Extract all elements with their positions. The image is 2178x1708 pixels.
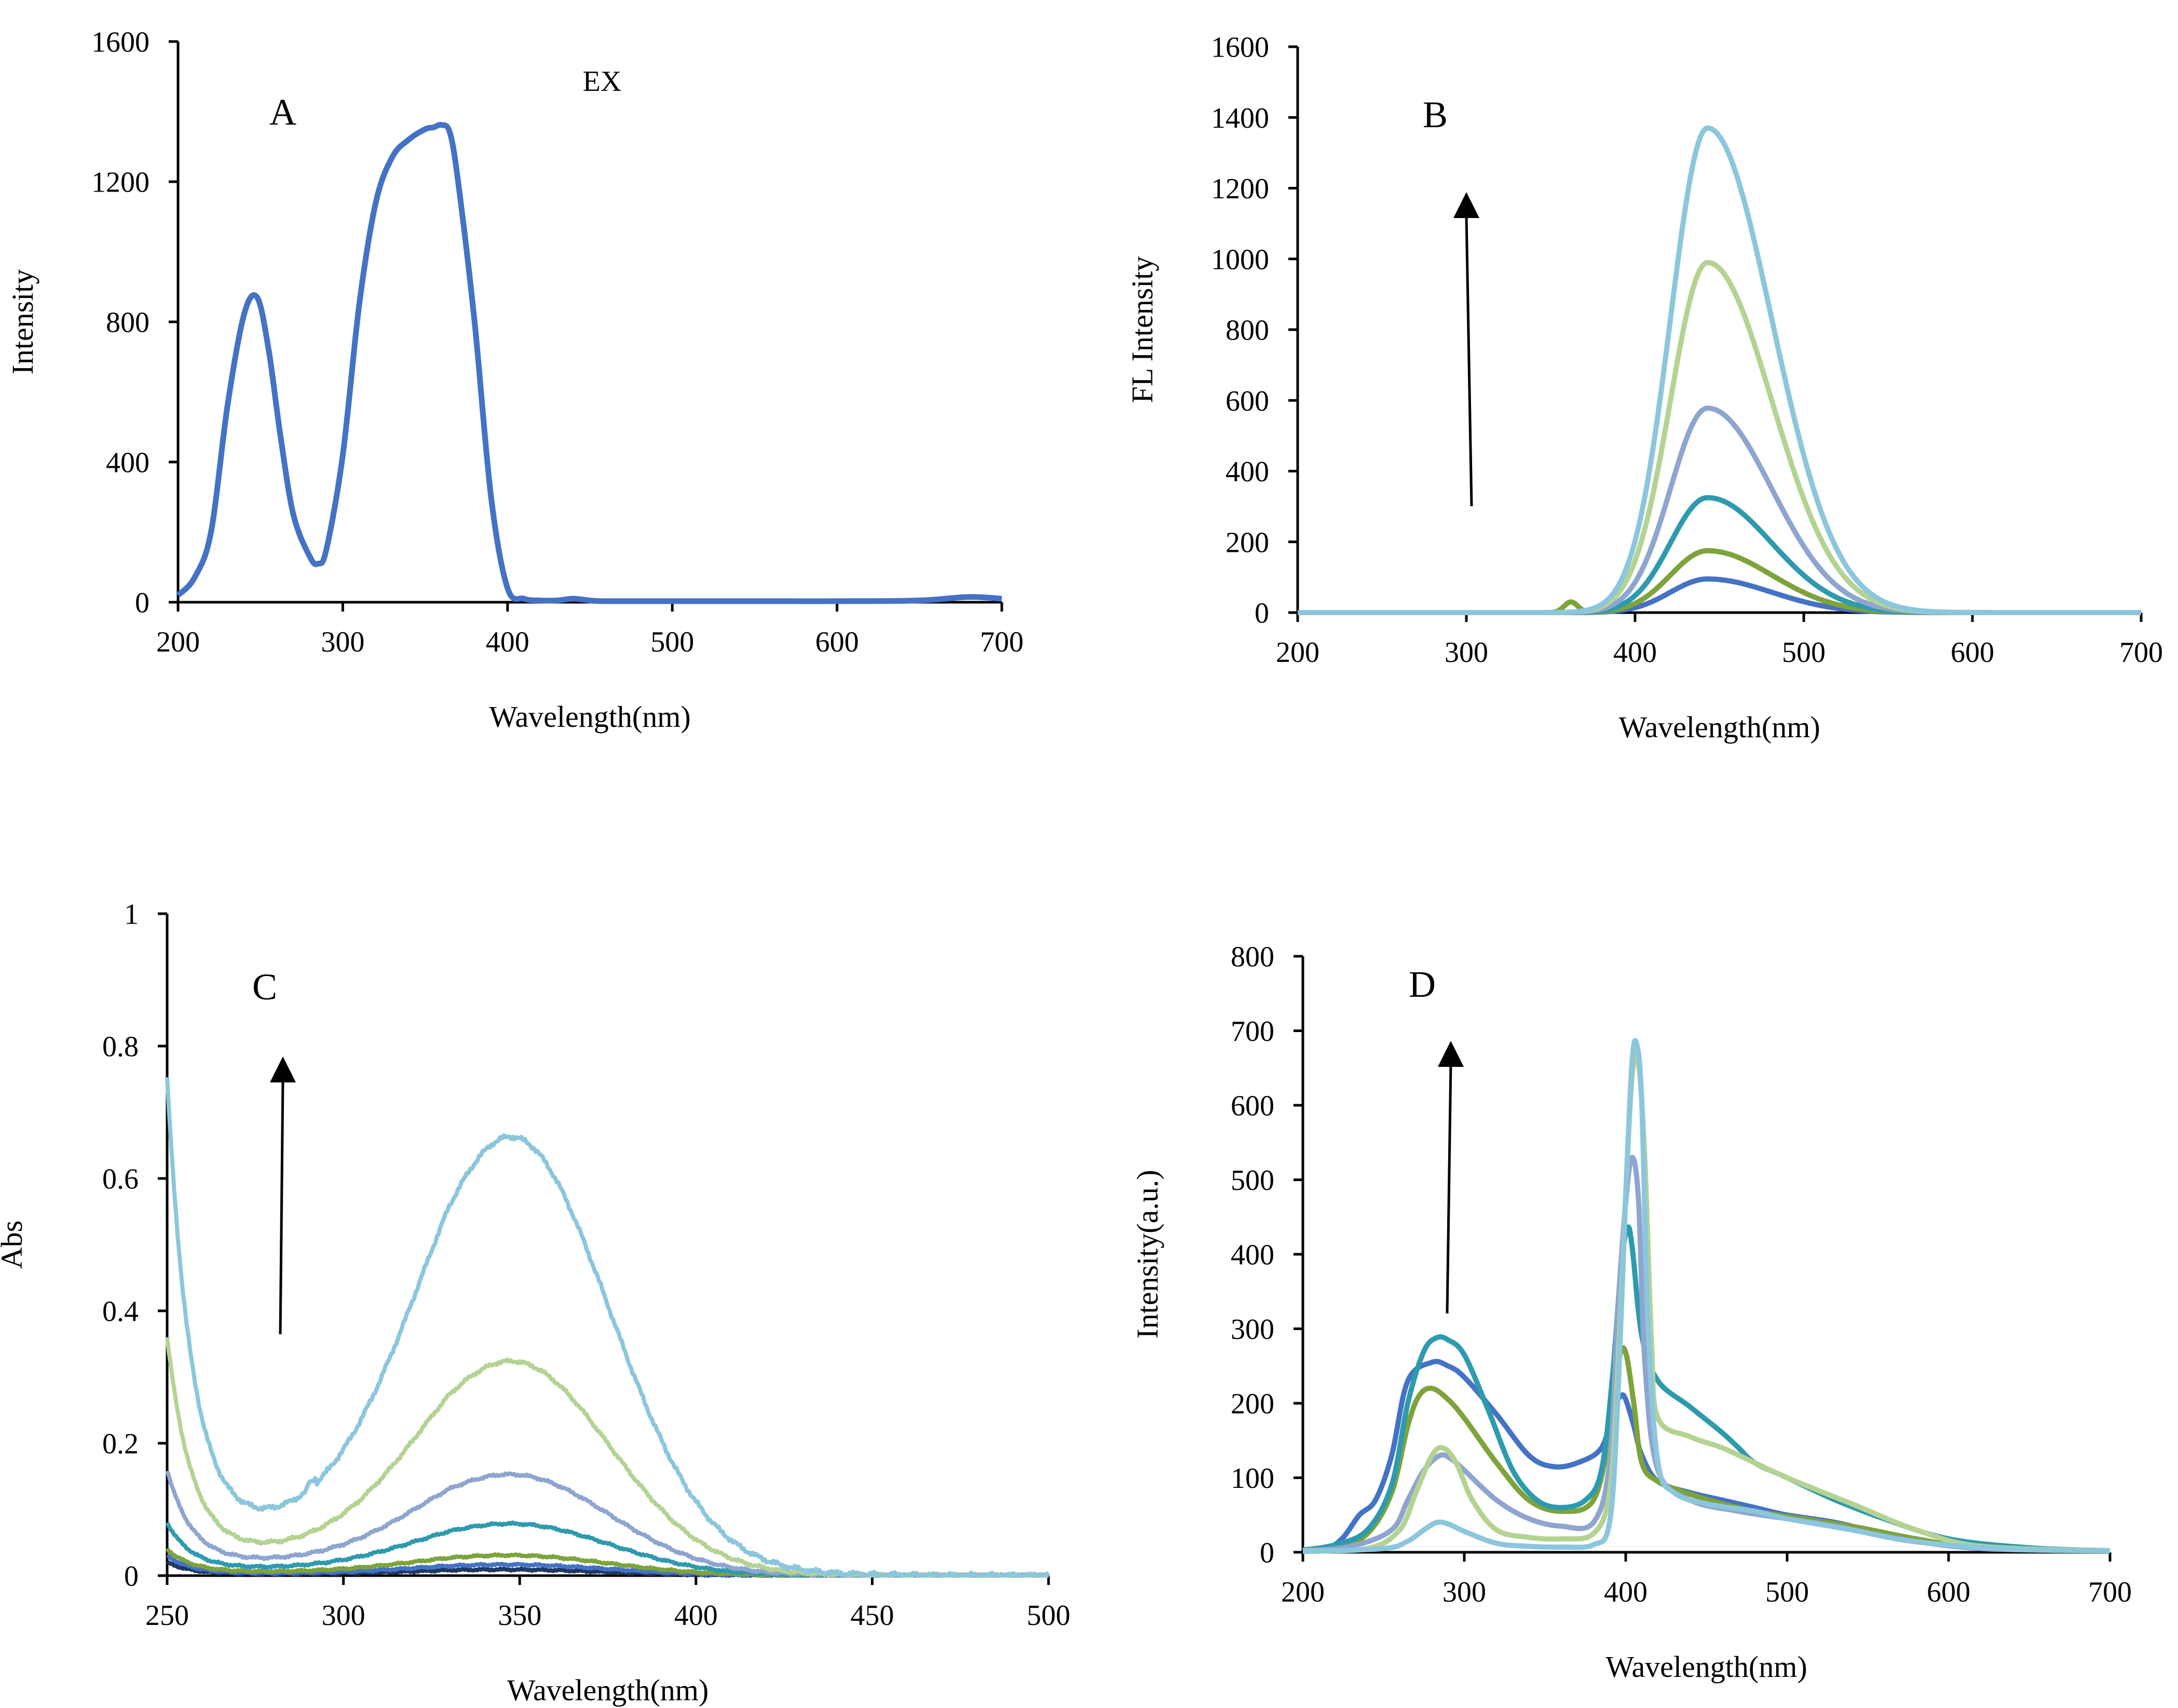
x-tick-label: 200 [1276, 636, 1319, 669]
x-tick-label: 500 [1782, 636, 1826, 669]
y-tick-label: 800 [106, 307, 149, 339]
x-tick-label: 300 [321, 626, 364, 658]
y-tick-label: 300 [1231, 1313, 1274, 1346]
panel-label: B [1423, 94, 1448, 135]
x-tick-label: 350 [498, 1599, 541, 1632]
x-tick-label: 500 [1765, 1576, 1809, 1608]
y-tick-label: 500 [1231, 1164, 1274, 1197]
annotation-text: EX [583, 65, 622, 98]
series-line-6 [165, 1337, 1049, 1578]
y-tick-label: 400 [106, 447, 149, 479]
y-tick-label: 0 [124, 1561, 139, 1593]
x-axis-title: Wavelength(nm) [489, 700, 690, 734]
series-line-3 [1298, 495, 2141, 615]
x-tick-label: 500 [650, 626, 694, 658]
x-tick-label: 250 [145, 1599, 189, 1632]
x-tick-label: 700 [980, 626, 1024, 658]
x-tick-label: 400 [674, 1599, 718, 1632]
x-tick-label: 500 [1027, 1599, 1070, 1632]
y-tick-label: 1400 [1211, 102, 1269, 134]
y-tick-label: 600 [1226, 385, 1269, 417]
y-tick-label: 1200 [91, 167, 149, 199]
series-line-5 [1298, 260, 2141, 615]
y-axis-title: Intensity [6, 269, 39, 375]
x-tick-label: 450 [850, 1599, 894, 1632]
x-tick-label: 400 [486, 626, 529, 658]
x-tick-label: 300 [322, 1599, 365, 1632]
y-tick-label: 800 [1231, 941, 1274, 973]
series-line-ex [176, 121, 1002, 604]
y-tick-label: 0 [1260, 1537, 1274, 1569]
x-tick-label: 600 [1951, 636, 1994, 669]
x-tick-label: 700 [2088, 1576, 2132, 1608]
y-axis-title: FL Intensity [1125, 256, 1159, 403]
arrow-shaft [1465, 215, 1473, 507]
y-tick-label: 400 [1226, 456, 1269, 488]
panel-label: A [269, 91, 296, 133]
x-tick-label: 700 [2119, 636, 2163, 669]
y-tick-label: 700 [1231, 1015, 1274, 1048]
panel-label: D [1409, 964, 1436, 1005]
y-tick-label: 200 [1226, 526, 1269, 559]
arrow-head [1453, 192, 1479, 218]
panel-a-chart: 0 400 800 1200 1600 200 300 400 500 600 700 Wavelen… [6, 26, 1024, 734]
series-line-6 [1302, 1038, 2111, 1554]
y-axis-title: Abs [0, 1221, 29, 1269]
arrow-head [270, 1056, 296, 1082]
arrow-head [1438, 1041, 1464, 1067]
x-tick-label: 600 [1927, 1576, 1970, 1608]
series-line-6 [1298, 125, 2141, 615]
y-tick-label: 0.2 [102, 1428, 139, 1460]
series-line-5 [1302, 1053, 2111, 1554]
y-tick-label: 400 [1231, 1239, 1274, 1271]
x-tick-label: 400 [1613, 636, 1657, 669]
x-axis-title: Wavelength(nm) [1618, 710, 1820, 744]
x-axis-title: Wavelength(nm) [507, 1673, 709, 1707]
y-tick-label: 1200 [1211, 173, 1269, 205]
x-tick-label: 600 [815, 626, 859, 658]
y-tick-label: 1600 [91, 26, 149, 59]
panel-c-chart: 0 0.2 0.4 0.6 0.8 1 250 300 350 400 450 500 Waveleng… [0, 899, 1070, 1707]
y-tick-label: 200 [1231, 1388, 1274, 1420]
y-tick-label: 0.6 [102, 1163, 139, 1196]
y-tick-label: 800 [1226, 315, 1269, 347]
panel-label: C [252, 966, 277, 1008]
series-line-1 [1298, 576, 2141, 615]
x-tick-label: 400 [1604, 1576, 1648, 1608]
y-tick-label: 1000 [1211, 243, 1269, 276]
x-tick-label: 200 [1281, 1576, 1325, 1608]
panel-d-chart: 0 100 200 300 400 500 600 700 800 200 300 400 500 600… [1131, 941, 2132, 1684]
series-line-2 [1302, 1345, 2111, 1554]
y-axis-title: Intensity(a.u.) [1131, 1170, 1164, 1338]
x-tick-label: 200 [156, 626, 200, 658]
series-line-5 [165, 1470, 1049, 1578]
y-tick-label: 1600 [1211, 32, 1269, 64]
y-tick-label: 0.4 [102, 1296, 139, 1328]
y-tick-label: 600 [1231, 1090, 1274, 1122]
y-tick-label: 100 [1231, 1462, 1274, 1495]
series-line-7 [165, 1077, 1050, 1578]
y-tick-label: 0 [135, 587, 149, 619]
y-tick-label: 0.8 [102, 1031, 139, 1063]
x-tick-label: 300 [1442, 1576, 1486, 1608]
y-tick-label: 0 [1255, 598, 1269, 630]
x-tick-label: 300 [1445, 636, 1488, 669]
y-tick-label: 1 [124, 899, 139, 931]
arrow-shaft [279, 1079, 284, 1335]
arrow-shaft [1446, 1064, 1452, 1314]
x-axis-title: Wavelength(nm) [1605, 1650, 1807, 1684]
